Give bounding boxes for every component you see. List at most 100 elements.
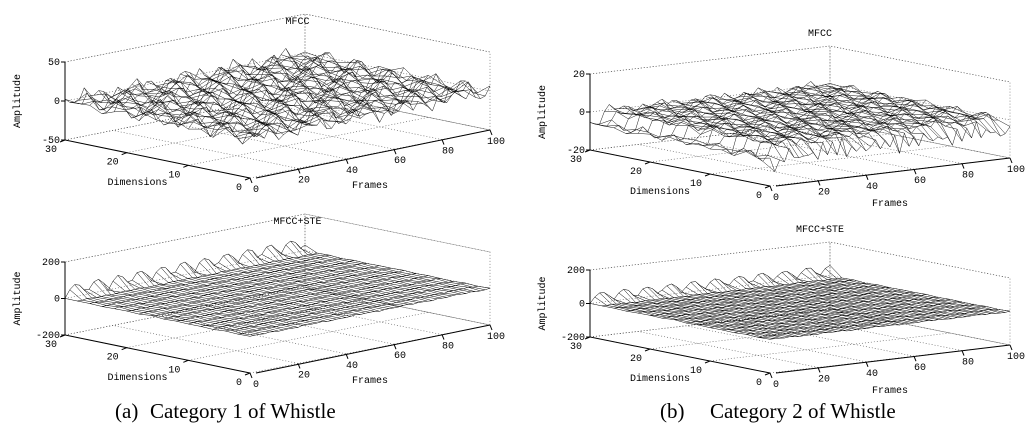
mesh-line: [170, 273, 356, 315]
mesh-line: [271, 56, 457, 103]
mesh-line: [805, 84, 987, 130]
x-tick-label: 80: [442, 147, 454, 158]
mesh-line: [228, 253, 414, 305]
axis-line: [589, 74, 771, 187]
x-grid-line: [685, 325, 867, 363]
x-tick-label: 20: [298, 175, 310, 186]
x-grid-line: [733, 132, 915, 170]
mesh-line: [88, 289, 275, 332]
mesh-line: [69, 289, 255, 336]
y-tick-label: 20: [630, 354, 642, 365]
y-tick-label: 10: [168, 365, 180, 376]
mesh-line: [753, 280, 934, 321]
mesh-line: [304, 244, 491, 289]
x-tick-label: 40: [346, 361, 358, 372]
mesh-line: [295, 242, 481, 292]
x-tick: [913, 169, 917, 175]
caption: Category 2 of Whistle: [710, 399, 896, 423]
mesh-line: [184, 261, 371, 313]
x-tick: [249, 372, 253, 379]
mesh-line: [609, 104, 790, 149]
mesh-line: [820, 85, 1001, 137]
mesh-line: [729, 96, 910, 147]
mesh-line: [743, 92, 924, 134]
mesh-line: [290, 56, 476, 98]
z-grid-line: [64, 213, 491, 263]
mesh-line: [801, 272, 982, 316]
mesh-line: [604, 111, 785, 163]
mesh-line: [647, 105, 828, 155]
mesh-line: [237, 262, 423, 303]
mesh-line: [146, 274, 332, 321]
y-tick-label: 20: [107, 353, 119, 364]
mesh-line: [647, 286, 828, 333]
mesh-line: [594, 123, 775, 172]
z-grid-line: [64, 13, 491, 63]
y-tick: [584, 336, 591, 340]
z-tick-label: -20: [567, 146, 585, 157]
mesh-line: [805, 268, 987, 315]
mesh-line: [280, 253, 467, 294]
mesh-line: [218, 66, 404, 116]
x-axis-label: Frames: [352, 181, 388, 192]
mesh-line: [637, 295, 819, 335]
mesh-line: [151, 80, 337, 122]
mesh-line: [122, 276, 308, 326]
side-wall: [304, 213, 491, 326]
z-tick-label: 50: [48, 58, 60, 69]
z-tick-label: 0: [579, 300, 585, 311]
mesh-line: [724, 283, 905, 325]
mesh-line: [79, 284, 265, 335]
mesh-line: [594, 296, 775, 339]
mesh-line: [223, 255, 409, 305]
mesh-line: [666, 285, 847, 332]
mesh-line: [796, 278, 977, 316]
x-tick: [961, 163, 965, 169]
y-grid-line: [709, 332, 951, 362]
mesh-line: [199, 262, 385, 310]
mesh-line: [136, 272, 323, 322]
mesh-line: [757, 87, 939, 138]
mesh-line: [661, 289, 843, 331]
x-tick-label: 60: [394, 156, 406, 167]
mesh-line: [642, 103, 823, 143]
mesh-line: [657, 293, 838, 332]
mesh-line: [604, 292, 785, 339]
x-tick-label: 20: [818, 187, 830, 198]
axis-line: [255, 129, 491, 179]
mesh-line: [117, 275, 303, 326]
mesh-line: [599, 119, 780, 161]
plot-title: MFCC: [285, 17, 309, 28]
axis-line: [255, 324, 491, 374]
x-grid-line: [829, 308, 1011, 346]
mesh-line: [93, 93, 279, 140]
mesh-line: [208, 259, 395, 309]
x-tick: [489, 324, 493, 331]
mesh-line: [170, 78, 356, 121]
mesh-line: [156, 81, 342, 123]
x-tick-label: 80: [962, 358, 974, 369]
x-tick: [961, 350, 965, 356]
mesh-line: [101, 258, 343, 307]
mesh-line: [618, 292, 799, 337]
mesh-line: [695, 281, 876, 327]
axis-line: [589, 270, 771, 374]
y-tick-label: 30: [570, 342, 582, 353]
axis-line: [775, 157, 1011, 187]
y-tick-label: 20: [107, 158, 119, 169]
mesh-line: [247, 249, 433, 301]
mesh-line: [724, 93, 905, 134]
mesh-line: [98, 90, 284, 135]
x-tick-label: 40: [866, 182, 878, 193]
x-grid-line: [781, 127, 963, 164]
mesh-line: [194, 75, 380, 123]
mesh-line: [232, 256, 419, 303]
x-tick-label: 40: [346, 166, 358, 177]
mesh-line: [810, 81, 991, 134]
y-tick: [584, 149, 591, 153]
mesh-line: [285, 48, 471, 93]
mesh-line: [98, 279, 284, 331]
mesh-line: [714, 95, 895, 136]
mesh-line: [285, 244, 471, 293]
mesh-line: [681, 292, 862, 330]
